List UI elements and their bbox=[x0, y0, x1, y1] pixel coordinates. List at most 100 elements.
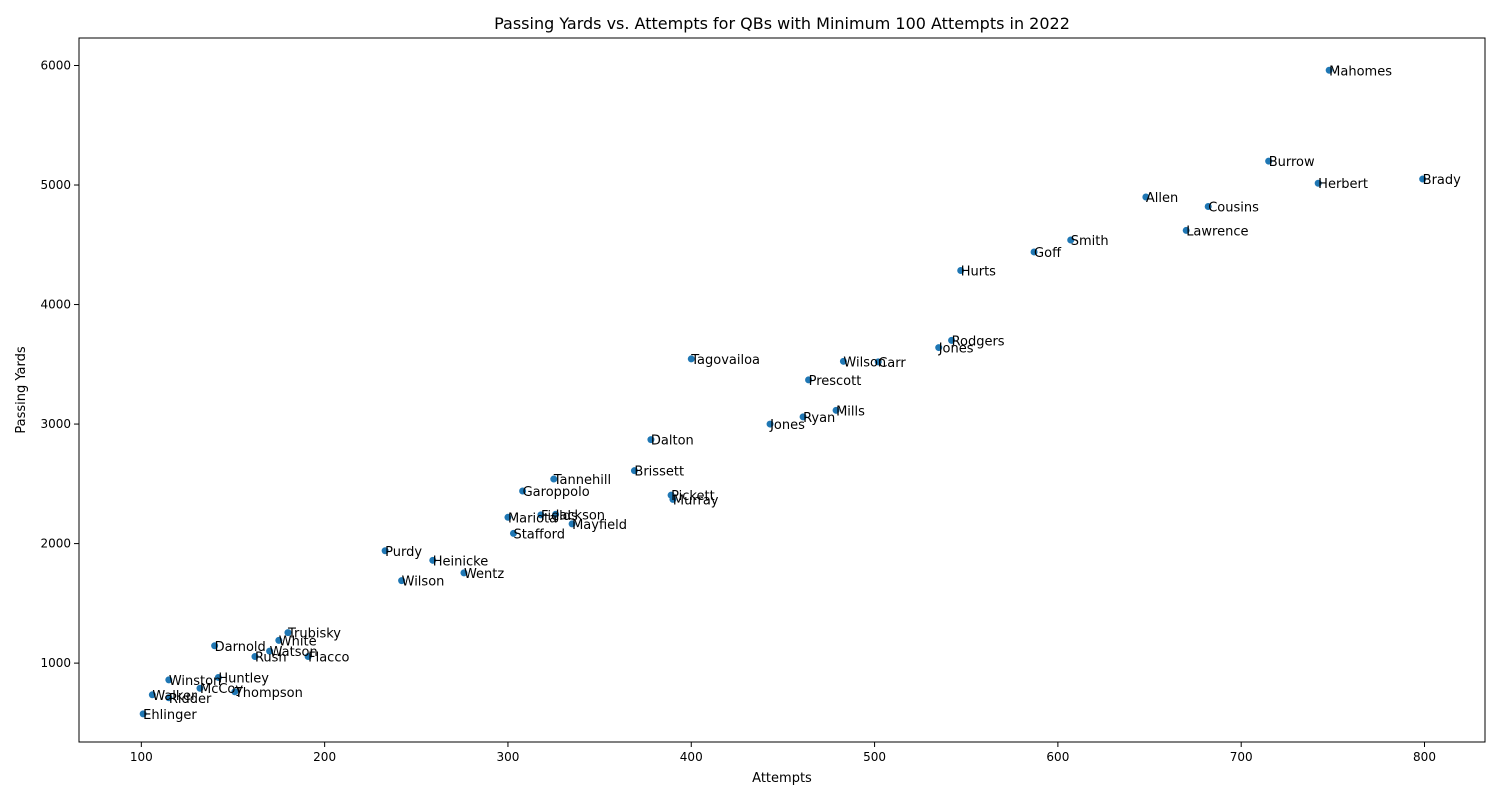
data-point bbox=[519, 487, 527, 495]
x-tick-label: 800 bbox=[1413, 750, 1436, 764]
point-label: Tannehill bbox=[553, 473, 611, 488]
point-label: Darnold bbox=[215, 640, 266, 655]
data-point bbox=[1265, 157, 1273, 165]
data-point bbox=[275, 636, 283, 644]
data-point bbox=[1067, 236, 1075, 244]
point-label: Lawrence bbox=[1186, 224, 1248, 239]
data-point bbox=[537, 511, 545, 519]
data-point bbox=[148, 691, 156, 699]
point-label: Winston bbox=[169, 674, 221, 689]
point-label: Murray bbox=[673, 493, 719, 508]
data-point bbox=[214, 673, 222, 681]
data-point bbox=[304, 653, 312, 661]
point-label: Heinicke bbox=[433, 554, 488, 569]
data-point bbox=[165, 694, 173, 702]
data-point bbox=[1419, 175, 1427, 183]
point-label: Wilson bbox=[402, 575, 445, 590]
data-point bbox=[630, 467, 638, 475]
data-point bbox=[669, 495, 677, 503]
data-point bbox=[211, 642, 219, 650]
chart-title: Passing Yards vs. Attempts for QBs with … bbox=[494, 14, 1070, 33]
data-point bbox=[568, 520, 576, 528]
data-point bbox=[957, 266, 965, 274]
y-tick-label: 4000 bbox=[40, 298, 71, 312]
point-label: Wentz bbox=[464, 567, 504, 582]
point-label: Walker bbox=[152, 689, 197, 704]
point-label: Smith bbox=[1071, 234, 1109, 249]
data-points bbox=[139, 66, 1427, 718]
data-point bbox=[504, 513, 512, 521]
data-point bbox=[647, 436, 655, 444]
point-label: Brady bbox=[1423, 173, 1461, 188]
x-tick-label: 600 bbox=[1046, 750, 1069, 764]
data-point bbox=[398, 577, 406, 585]
y-tick-label: 3000 bbox=[40, 417, 71, 431]
data-point bbox=[231, 688, 239, 696]
y-axis: 1000 2000 3000 4000 5000 6000 bbox=[40, 58, 79, 670]
data-point bbox=[1204, 203, 1212, 211]
data-point bbox=[429, 556, 437, 564]
point-label: Jones bbox=[938, 342, 974, 357]
data-point bbox=[550, 475, 558, 483]
data-point bbox=[1314, 179, 1322, 187]
point-label: Mariota bbox=[508, 511, 557, 526]
point-label: Mahomes bbox=[1329, 64, 1392, 79]
point-label: Stafford bbox=[513, 527, 565, 542]
point-label: Prescott bbox=[809, 374, 862, 389]
point-label: Dalton bbox=[651, 434, 694, 449]
data-point bbox=[165, 676, 173, 684]
point-labels: Mahomes Burrow Brady Herbert Allen Cousins Law… bbox=[143, 64, 1461, 723]
data-point bbox=[552, 510, 560, 518]
data-point bbox=[874, 358, 882, 366]
data-point bbox=[805, 376, 813, 384]
data-point bbox=[251, 653, 259, 661]
data-point bbox=[839, 357, 847, 365]
data-point bbox=[1325, 66, 1333, 74]
point-label: Jones bbox=[769, 418, 805, 433]
point-label: Flacco bbox=[308, 651, 349, 666]
data-point bbox=[266, 647, 274, 655]
x-axis-label: Attempts bbox=[752, 771, 812, 786]
y-axis-label: Passing Yards bbox=[14, 346, 29, 433]
x-tick-label: 400 bbox=[680, 750, 703, 764]
point-label: Carr bbox=[878, 356, 906, 371]
x-tick-label: 700 bbox=[1230, 750, 1253, 764]
data-point bbox=[832, 406, 840, 414]
point-label: Ehlinger bbox=[143, 708, 197, 723]
data-point bbox=[509, 529, 517, 537]
point-label: White bbox=[279, 634, 317, 649]
y-tick-label: 1000 bbox=[40, 656, 71, 670]
x-axis: 100 200 300 400 500 600 700 800 bbox=[130, 742, 1436, 764]
point-label: McCoy bbox=[200, 682, 243, 697]
point-label: Cousins bbox=[1208, 201, 1259, 216]
point-label: Rush bbox=[255, 651, 287, 666]
y-tick-label: 6000 bbox=[40, 58, 71, 72]
data-point bbox=[766, 420, 774, 428]
point-label: Trubisky bbox=[287, 627, 341, 642]
point-label: Purdy bbox=[385, 545, 422, 560]
point-label: Brissett bbox=[634, 465, 684, 480]
point-label: Garoppolo bbox=[523, 485, 590, 500]
data-point bbox=[1182, 226, 1190, 234]
point-label: Mayfield bbox=[572, 518, 627, 533]
point-label: Huntley bbox=[218, 671, 269, 686]
data-point bbox=[948, 336, 956, 344]
plot-area bbox=[78, 37, 1486, 743]
y-tick-label: 2000 bbox=[40, 537, 71, 551]
x-tick-label: 200 bbox=[313, 750, 336, 764]
point-label: Herbert bbox=[1318, 177, 1368, 192]
point-label: Rodgers bbox=[952, 334, 1005, 349]
data-point bbox=[799, 413, 807, 421]
data-point bbox=[460, 569, 468, 577]
data-point bbox=[139, 710, 147, 718]
x-tick-label: 300 bbox=[496, 750, 519, 764]
data-point bbox=[935, 344, 943, 352]
data-point bbox=[1030, 248, 1038, 256]
point-label: Mills bbox=[836, 404, 865, 419]
point-label: Fields bbox=[541, 509, 578, 524]
point-label: Hurts bbox=[961, 264, 996, 279]
point-label: Jackson bbox=[555, 508, 605, 523]
data-point bbox=[284, 629, 292, 637]
point-label: Burrow bbox=[1269, 155, 1315, 170]
